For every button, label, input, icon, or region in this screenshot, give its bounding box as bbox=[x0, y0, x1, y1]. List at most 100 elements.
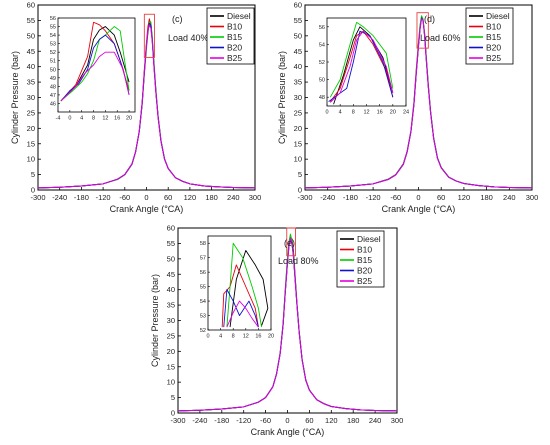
legend-item-label: B20 bbox=[227, 43, 242, 53]
series-line-b25 bbox=[177, 237, 398, 412]
y-tick-label: 0 bbox=[171, 409, 175, 418]
inset-y-tick-label: 53 bbox=[200, 314, 206, 320]
inset-y-tick-label: 54 bbox=[200, 299, 206, 305]
x-tick-label: -60 bbox=[390, 193, 401, 202]
legend-item-label: B15 bbox=[357, 255, 372, 265]
inset-y-tick-label: 56 bbox=[200, 270, 206, 276]
y-tick-label: 55 bbox=[167, 239, 175, 248]
legend-frame bbox=[465, 7, 514, 65]
legend-item-label: B15 bbox=[227, 32, 242, 42]
inset-y-tick-label: 53 bbox=[50, 42, 56, 48]
legend-item-label: B25 bbox=[486, 53, 501, 63]
x-tick-label: -120 bbox=[96, 193, 111, 202]
inset-series-line-diesel bbox=[229, 250, 269, 328]
x-tick-label: 240 bbox=[227, 193, 240, 202]
x-tick-label: -300 bbox=[30, 193, 45, 202]
y-tick-label: 45 bbox=[167, 270, 175, 279]
inset-x-tick-label: 4 bbox=[219, 334, 222, 340]
peak-highlight-box bbox=[143, 13, 155, 58]
y-axis-label: Cylinder Pressure (bar) bbox=[10, 51, 20, 144]
y-tick-label: 5 bbox=[31, 170, 35, 179]
y-tick-label: 5 bbox=[171, 393, 175, 402]
x-axis-label: Crank Angle (°CA) bbox=[382, 204, 456, 214]
inset-frame bbox=[57, 17, 136, 113]
inset-x-tick-label: 20 bbox=[390, 110, 396, 116]
inset-y-tick-label: 56 bbox=[319, 25, 325, 31]
x-tick-label: -240 bbox=[52, 193, 67, 202]
inset-y-tick-label: 52 bbox=[200, 328, 206, 334]
y-tick-label: 55 bbox=[27, 16, 35, 25]
y-axis-label: Cylinder Pressure (bar) bbox=[150, 274, 160, 367]
inset-y-tick-label: 54 bbox=[319, 42, 325, 48]
x-tick-label: 300 bbox=[526, 193, 539, 202]
x-tick-label: -60 bbox=[260, 416, 271, 425]
inset-x-tick-label: 16 bbox=[377, 110, 383, 116]
inset-x-tick-label: 24 bbox=[403, 110, 409, 116]
y-tick-label: 35 bbox=[294, 78, 302, 87]
inset-y-tick-label: 55 bbox=[200, 285, 206, 291]
x-tick-label: -120 bbox=[236, 416, 251, 425]
y-tick-label: 50 bbox=[167, 254, 175, 263]
inset-x-tick-label: 12 bbox=[243, 334, 249, 340]
y-tick-label: 40 bbox=[167, 285, 175, 294]
inset-x-tick-label: 4 bbox=[339, 110, 342, 116]
chart-panel: -300 -240 -180 -120 -60 0 60 120 180 240 300051015… bbox=[10, 1, 261, 215]
y-tick-label: 15 bbox=[294, 139, 302, 148]
y-tick-label: 15 bbox=[167, 362, 175, 371]
x-tick-label: 180 bbox=[347, 416, 360, 425]
inset-x-tick-label: 4 bbox=[80, 116, 83, 122]
y-tick-label: 60 bbox=[167, 224, 175, 233]
x-tick-label: 0 bbox=[285, 416, 289, 425]
legend-item-label: B20 bbox=[357, 266, 372, 276]
peak-highlight-box bbox=[416, 12, 429, 49]
inset-y-tick-label: 48 bbox=[50, 84, 56, 90]
y-tick-label: 40 bbox=[27, 62, 35, 71]
legend-item-label: B10 bbox=[357, 245, 372, 255]
inset-series-line-b25 bbox=[60, 51, 130, 102]
series-line-b25 bbox=[37, 24, 256, 189]
inset-series-line-b25 bbox=[226, 300, 259, 328]
panel-label: (e) bbox=[284, 238, 295, 248]
x-tick-label: 120 bbox=[325, 416, 338, 425]
y-tick-label: 35 bbox=[167, 301, 175, 310]
x-tick-label: -180 bbox=[214, 416, 229, 425]
y-tick-label: 15 bbox=[27, 139, 35, 148]
inset-series-line-b15 bbox=[226, 242, 262, 328]
legend-item-label: B10 bbox=[227, 22, 242, 32]
load-label: Load 60% bbox=[420, 33, 461, 43]
inset-x-tick-label: -4 bbox=[56, 116, 61, 122]
y-tick-label: 30 bbox=[167, 316, 175, 325]
inset-y-tick-label: 55 bbox=[50, 25, 56, 31]
legend-item-label: B25 bbox=[357, 276, 372, 286]
y-tick-label: 55 bbox=[294, 16, 302, 25]
y-tick-label: 40 bbox=[294, 62, 302, 71]
legend-item-label: Diesel bbox=[486, 11, 510, 21]
x-tick-label: 0 bbox=[144, 193, 148, 202]
y-tick-label: 10 bbox=[167, 378, 175, 387]
inset-series-line-diesel bbox=[60, 26, 130, 102]
inset-y-tick-label: 50 bbox=[319, 78, 325, 84]
x-tick-label: -240 bbox=[320, 193, 335, 202]
inset-x-tick-label: 12 bbox=[102, 116, 108, 122]
y-tick-label: 0 bbox=[31, 186, 35, 195]
inset-y-tick-label: 47 bbox=[50, 93, 56, 99]
inset-y-tick-label: 51 bbox=[50, 59, 56, 65]
inset-y-tick-label: 54 bbox=[50, 33, 56, 39]
y-tick-label: 10 bbox=[294, 155, 302, 164]
inset-y-tick-label: 57 bbox=[200, 256, 206, 262]
inset-x-tick-label: 0 bbox=[206, 334, 209, 340]
x-tick-label: 120 bbox=[184, 193, 197, 202]
inset-x-tick-label: 0 bbox=[68, 116, 71, 122]
x-axis-label: Crank Angle (°CA) bbox=[251, 427, 325, 437]
y-tick-label: 50 bbox=[27, 31, 35, 40]
load-label: Load 40% bbox=[168, 33, 209, 43]
y-axis-label: Cylinder Pressure (bar) bbox=[277, 51, 287, 144]
inset-y-tick-label: 56 bbox=[50, 16, 56, 22]
x-tick-label: 240 bbox=[503, 193, 516, 202]
panel-label: (d) bbox=[424, 14, 435, 24]
